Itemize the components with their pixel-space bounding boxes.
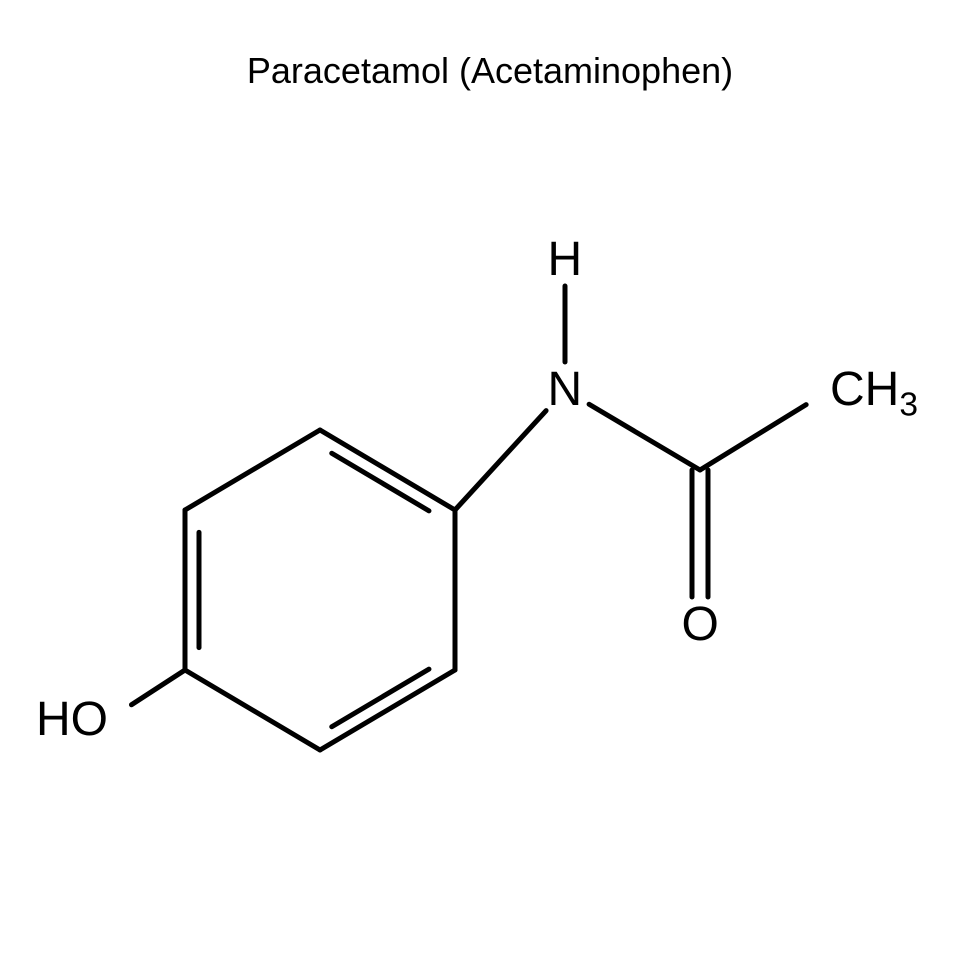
- atom-label-H: H: [548, 232, 583, 287]
- atom-label-N: N: [548, 362, 583, 417]
- structure-svg: [0, 0, 980, 980]
- atom-label-O: O: [682, 597, 719, 652]
- molecule-figure: Paracetamol (Acetaminophen) HO H N O CH3: [0, 0, 980, 980]
- atom-label-CH3: CH3: [830, 362, 918, 417]
- atom-label-HO: HO: [36, 692, 108, 747]
